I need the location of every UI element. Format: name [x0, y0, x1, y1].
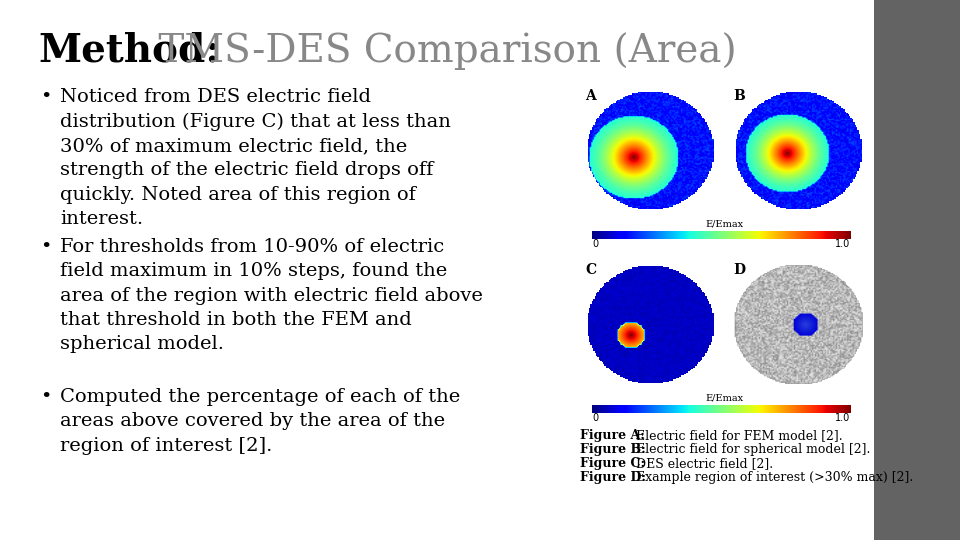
Text: D: D [733, 263, 746, 277]
Text: Example region of interest (>30% max) [2].: Example region of interest (>30% max) [2… [632, 471, 913, 484]
Text: 0: 0 [592, 413, 598, 423]
Text: B: B [733, 89, 745, 103]
Text: Computed the percentage of each of the
areas above covered by the area of the
re: Computed the percentage of each of the a… [60, 388, 460, 455]
Text: Figure A:: Figure A: [580, 429, 645, 442]
Text: 1.0: 1.0 [835, 413, 850, 423]
Text: E/Emax: E/Emax [705, 394, 743, 402]
Text: Figure D:: Figure D: [580, 471, 646, 484]
Text: •: • [40, 238, 52, 256]
Text: •: • [40, 88, 52, 106]
Text: A: A [586, 89, 596, 103]
Text: Noticed from DES electric field
distribution (Figure C) that at less than
30% of: Noticed from DES electric field distribu… [60, 88, 451, 228]
Text: E/Emax: E/Emax [705, 219, 743, 228]
Text: Electric field for spherical model [2].: Electric field for spherical model [2]. [632, 443, 871, 456]
Text: Method:: Method: [38, 32, 220, 70]
Text: C: C [586, 263, 597, 277]
Text: DES electric field [2].: DES electric field [2]. [632, 457, 773, 470]
Bar [874, 0, 960, 540]
Text: TMS-DES Comparison (Area): TMS-DES Comparison (Area) [146, 32, 736, 70]
Text: For thresholds from 10-90% of electric
field maximum in 10% steps, found the
are: For thresholds from 10-90% of electric f… [60, 238, 483, 353]
Text: •: • [40, 388, 52, 406]
Text: Figure C:: Figure C: [580, 457, 645, 470]
Text: 1.0: 1.0 [835, 239, 850, 249]
Text: Electric field for FEM model [2].: Electric field for FEM model [2]. [632, 429, 843, 442]
Text: Figure B:: Figure B: [580, 443, 646, 456]
Text: 0: 0 [592, 239, 598, 249]
